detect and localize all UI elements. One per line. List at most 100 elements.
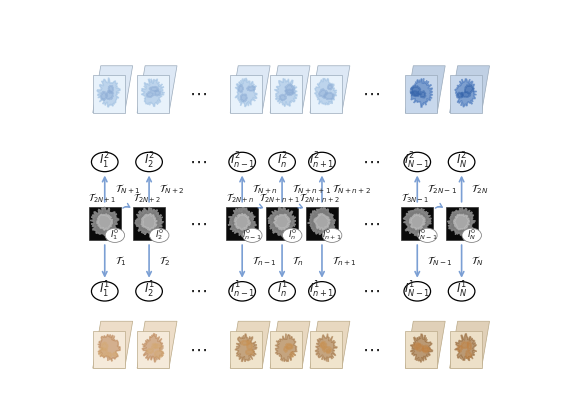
Polygon shape [310,321,350,368]
Text: $\mathcal{T}_{N+n+2}$: $\mathcal{T}_{N+n+2}$ [332,182,371,196]
Text: $\cdots$: $\cdots$ [189,341,207,359]
Text: $\mathcal{T}_{2N-1}$: $\mathcal{T}_{2N-1}$ [427,182,458,196]
Polygon shape [270,66,310,113]
Text: $\mathcal{T}_{N+n+1}$: $\mathcal{T}_{N+n+1}$ [292,182,331,196]
Text: $I_{1}^{2}$: $I_{1}^{2}$ [100,151,110,171]
Polygon shape [320,341,327,349]
Circle shape [322,228,342,242]
Text: $I_{n-1}^{0}$: $I_{n-1}^{0}$ [243,227,262,242]
Polygon shape [409,214,426,229]
Text: $I_{n}^{0}$: $I_{n}^{0}$ [288,227,297,242]
Polygon shape [415,344,424,352]
Polygon shape [141,79,165,106]
Polygon shape [406,331,437,368]
Polygon shape [457,92,463,98]
Polygon shape [101,342,108,351]
Polygon shape [310,66,350,113]
Text: $\mathcal{T}_{N+2}$: $\mathcal{T}_{N+2}$ [159,182,184,196]
Polygon shape [97,78,120,107]
Polygon shape [406,66,445,113]
Polygon shape [411,91,420,97]
Polygon shape [230,321,270,368]
Polygon shape [270,76,302,113]
Polygon shape [146,348,154,354]
Polygon shape [238,85,244,92]
Text: $\mathcal{T}_{N}$: $\mathcal{T}_{N}$ [471,255,484,268]
Text: $\mathcal{T}_{2N+n+1}$: $\mathcal{T}_{2N+n+1}$ [259,191,300,205]
Text: $I_{N-1}^{0}$: $I_{N-1}^{0}$ [417,227,438,242]
Text: $\cdots$: $\cdots$ [362,282,380,300]
Circle shape [418,228,437,242]
Circle shape [269,152,295,172]
Polygon shape [230,66,270,113]
Circle shape [404,152,431,172]
Polygon shape [450,321,490,368]
Polygon shape [235,334,257,362]
Polygon shape [247,343,253,350]
Text: $I_{1}^{0}$: $I_{1}^{0}$ [110,227,120,242]
Circle shape [105,228,125,242]
Circle shape [309,282,335,301]
Polygon shape [154,350,164,358]
Polygon shape [137,321,177,368]
Polygon shape [149,86,159,92]
Circle shape [229,282,256,301]
Text: $I_{n}^{1}$: $I_{n}^{1}$ [277,280,288,300]
Polygon shape [403,208,431,236]
Text: $I_{2}^{2}$: $I_{2}^{2}$ [144,151,154,171]
Polygon shape [275,334,297,362]
Polygon shape [308,207,335,235]
Polygon shape [133,207,165,239]
Polygon shape [137,331,169,368]
Polygon shape [323,346,332,353]
Text: $\cdots$: $\cdots$ [362,85,380,103]
Polygon shape [101,91,107,101]
Polygon shape [290,352,294,357]
Polygon shape [93,321,133,368]
Polygon shape [106,90,114,100]
Polygon shape [279,94,287,101]
Text: $\mathcal{T}_{n+1}$: $\mathcal{T}_{n+1}$ [332,255,356,268]
Circle shape [149,228,169,242]
Polygon shape [314,213,330,230]
Polygon shape [247,86,255,91]
Polygon shape [274,214,291,230]
Text: $\mathcal{T}_{2N+1}$: $\mathcal{T}_{2N+1}$ [88,191,117,205]
Text: $\cdots$: $\cdots$ [362,153,380,171]
Polygon shape [285,343,293,349]
Polygon shape [247,340,251,344]
Polygon shape [154,344,162,349]
Polygon shape [447,207,475,236]
Polygon shape [93,76,125,113]
Text: $I_{n+1}^{0}$: $I_{n+1}^{0}$ [322,227,342,242]
Circle shape [448,152,475,172]
Polygon shape [446,207,478,239]
Circle shape [462,228,482,242]
Polygon shape [306,207,338,239]
Polygon shape [285,89,295,96]
Text: $I_{1}^{1}$: $I_{1}^{1}$ [100,280,110,300]
Text: $I_{N-1}^{1}$: $I_{N-1}^{1}$ [404,280,430,300]
Polygon shape [137,66,177,113]
Circle shape [448,282,475,301]
Text: $\mathcal{T}_{n-1}$: $\mathcal{T}_{n-1}$ [252,255,277,268]
Text: $I_{n}^{2}$: $I_{n}^{2}$ [277,151,288,171]
Text: $\mathcal{T}_{N+n}$: $\mathcal{T}_{N+n}$ [252,182,278,196]
Text: $I_{n+1}^{1}$: $I_{n+1}^{1}$ [309,280,335,300]
Polygon shape [406,76,437,113]
Text: $\cdots$: $\cdots$ [189,85,207,103]
Polygon shape [228,207,256,236]
Circle shape [243,228,262,242]
Circle shape [92,152,118,172]
Polygon shape [422,345,429,353]
Polygon shape [98,347,108,357]
Text: $I_{N}^{1}$: $I_{N}^{1}$ [456,280,467,300]
Polygon shape [93,66,133,113]
Polygon shape [93,331,125,368]
Text: $I_{N-1}^{2}$: $I_{N-1}^{2}$ [404,151,430,171]
Polygon shape [455,333,476,361]
Polygon shape [402,207,433,239]
Circle shape [283,228,302,242]
Text: $\mathcal{T}_{3N-1}$: $\mathcal{T}_{3N-1}$ [401,191,430,205]
Polygon shape [89,207,121,239]
